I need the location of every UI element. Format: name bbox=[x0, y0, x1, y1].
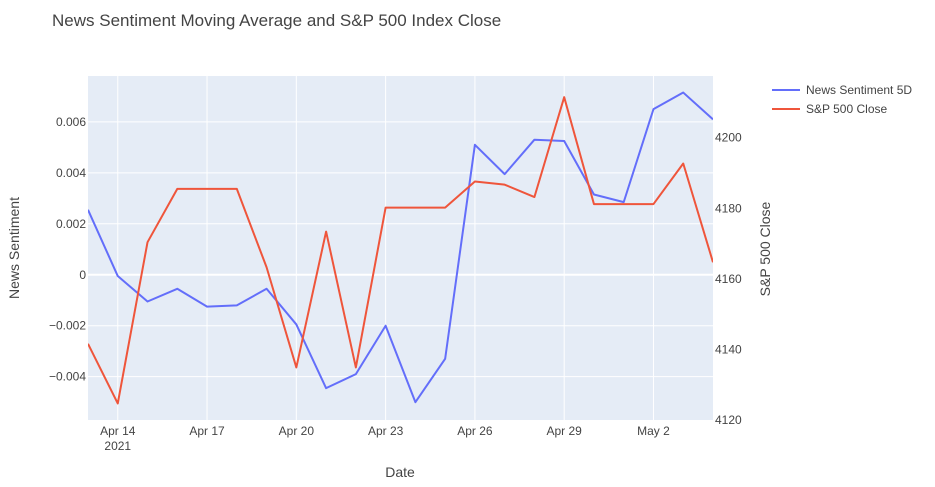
y-tick-label: 0.004 bbox=[56, 166, 86, 180]
legend[interactable]: News Sentiment 5D S&P 500 Close bbox=[772, 83, 912, 116]
y2-axis-title: S&P 500 Close bbox=[757, 201, 773, 296]
x-tick-sublabel: 2021 bbox=[104, 439, 131, 453]
series-layer bbox=[88, 91, 713, 405]
legend-label: News Sentiment 5D bbox=[806, 83, 912, 97]
y-tick-label: 0 bbox=[79, 268, 86, 282]
x-tick-label: Apr 14 bbox=[100, 424, 136, 438]
y2-tick-label: 4160 bbox=[715, 272, 742, 286]
x-tick-label: Apr 26 bbox=[457, 424, 493, 438]
y-tick-label: 0.006 bbox=[56, 115, 86, 129]
x-tick-label: Apr 20 bbox=[279, 424, 315, 438]
y-axis-title: News Sentiment bbox=[6, 197, 22, 299]
y-tick-label: −0.004 bbox=[49, 370, 86, 384]
y-axis-ticks: 0.006 0.004 0.002 0 −0.002 −0.004 bbox=[49, 115, 86, 384]
y2-tick-label: 4120 bbox=[715, 413, 742, 427]
x-tick-label: Apr 23 bbox=[368, 424, 404, 438]
y2-axis-ticks: 4200 4180 4160 4140 4120 bbox=[715, 131, 742, 427]
x-tick-label: May 2 bbox=[637, 424, 670, 438]
x-axis-title: Date bbox=[385, 464, 415, 480]
series-line-sp500-close[interactable] bbox=[88, 96, 713, 405]
plot-area bbox=[88, 76, 713, 420]
y2-tick-label: 4140 bbox=[715, 342, 742, 356]
y-gridlines bbox=[88, 121, 713, 378]
chart-title: News Sentiment Moving Average and S&P 50… bbox=[52, 11, 501, 30]
y-tick-label: 0.002 bbox=[56, 217, 86, 231]
x-tick-label: Apr 17 bbox=[189, 424, 225, 438]
series-line-news-sentiment[interactable] bbox=[88, 91, 713, 404]
y2-tick-label: 4200 bbox=[715, 131, 742, 145]
y-tick-label: −0.002 bbox=[49, 319, 86, 333]
legend-item[interactable]: S&P 500 Close bbox=[772, 102, 887, 116]
legend-item[interactable]: News Sentiment 5D bbox=[772, 83, 912, 97]
x-tick-label: Apr 29 bbox=[547, 424, 583, 438]
legend-label: S&P 500 Close bbox=[806, 102, 887, 116]
x-gridlines bbox=[117, 76, 654, 420]
y2-tick-label: 4180 bbox=[715, 201, 742, 215]
